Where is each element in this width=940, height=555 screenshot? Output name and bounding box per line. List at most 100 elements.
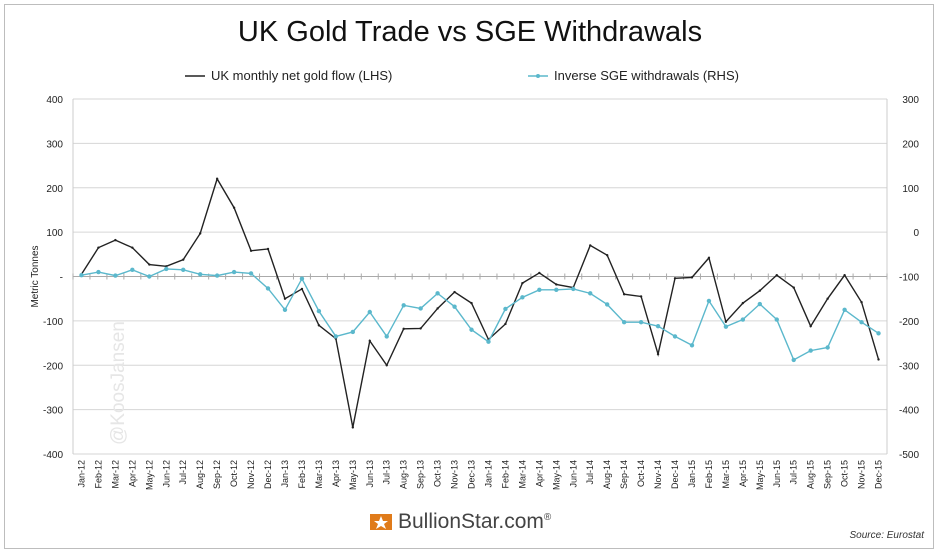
data-point [164, 266, 169, 272]
data-point [418, 306, 423, 311]
x-tick-label: Jun-14 [568, 460, 578, 488]
data-point [621, 320, 627, 325]
watermark: @KoosJansen [108, 321, 129, 445]
data-point [672, 334, 678, 339]
data-point [673, 277, 677, 280]
x-tick-label: Nov-14 [653, 460, 663, 489]
x-tick-label: May-15 [755, 460, 765, 490]
x-tick-label: Jul-13 [382, 460, 392, 485]
data-point [214, 273, 220, 278]
data-point [282, 307, 288, 312]
data-point [826, 297, 829, 300]
x-tick-label: Jan-12 [76, 460, 86, 488]
data-point [605, 254, 609, 257]
x-tick-label: Feb-12 [93, 460, 103, 489]
x-tick-label: Jul-12 [178, 460, 188, 485]
data-point [809, 325, 812, 328]
x-tick-label: Jun-13 [365, 460, 375, 488]
data-point [503, 306, 508, 312]
x-tick-label: Oct-12 [229, 460, 239, 487]
x-tick-label: Apr-13 [331, 460, 341, 487]
data-point [791, 357, 796, 363]
x-tick-label: Jan-15 [687, 460, 697, 488]
y-tick-left: -100 [43, 317, 63, 328]
legend-line-blue-icon [528, 73, 548, 78]
data-point [808, 348, 813, 353]
data-point [724, 320, 728, 323]
x-tick-label: Oct-14 [636, 460, 646, 487]
data-point [740, 317, 746, 322]
data-point [79, 272, 84, 278]
data-point [774, 317, 779, 322]
x-tick-label: Aug-13 [399, 460, 409, 489]
data-point [656, 352, 660, 356]
y-tick-left: 400 [46, 95, 63, 106]
x-tick-label: Jul-15 [789, 460, 799, 485]
y-tick-left: 200 [46, 184, 63, 195]
y-tick-right: 0 [913, 228, 919, 239]
data-point [877, 358, 880, 361]
y-tick-left: 300 [46, 139, 63, 150]
data-point [520, 295, 525, 300]
data-point [97, 246, 100, 249]
data-point [436, 307, 439, 310]
data-point [316, 308, 322, 314]
data-point [757, 301, 763, 307]
data-point [859, 320, 864, 325]
legend-label-sge: Inverse SGE withdrawals (RHS) [554, 68, 739, 83]
x-tick-label: Aug-12 [195, 460, 205, 489]
data-point [470, 301, 473, 305]
data-point [588, 291, 593, 296]
x-tick-label: Mar-13 [314, 460, 324, 489]
data-point [690, 276, 694, 279]
data-point [741, 301, 745, 305]
bullionstar-star-icon [370, 514, 392, 530]
x-tick-label: Sep-15 [823, 460, 833, 489]
y-axis-label: Metric Tonnes [30, 245, 41, 307]
data-point [299, 276, 305, 281]
data-point [248, 271, 254, 276]
data-point [265, 286, 271, 291]
x-tick-label: Sep-13 [416, 460, 426, 489]
y-tick-right: -400 [899, 406, 919, 417]
x-tick-label: Feb-15 [704, 460, 714, 489]
x-tick-label: Sep-12 [212, 460, 222, 489]
data-point [775, 273, 778, 277]
x-tick-label: Apr-12 [127, 460, 137, 487]
series-line-uk [80, 177, 880, 428]
data-point [384, 334, 389, 339]
y-tick-right: 300 [902, 95, 919, 106]
data-point [504, 322, 507, 326]
x-tick-label: Oct-13 [433, 460, 443, 487]
x-tick-label: Nov-15 [857, 460, 867, 489]
x-tick-label: Jun-15 [772, 460, 782, 488]
legend-label-uk: UK monthly net gold flow (LHS) [211, 68, 393, 83]
data-point [723, 324, 729, 329]
x-tick-label: Mar-12 [110, 460, 120, 489]
x-tick-label: Dec-14 [670, 460, 680, 489]
data-point [231, 269, 237, 275]
data-point [538, 271, 541, 275]
y-tick-right: -500 [899, 450, 919, 461]
data-point [181, 267, 186, 273]
data-point [368, 339, 371, 343]
data-point [707, 256, 711, 260]
data-point [131, 246, 134, 249]
data-point [215, 177, 219, 181]
x-tick-label: Oct-15 [840, 460, 850, 487]
data-point [486, 339, 491, 344]
x-tick-label: Jul-14 [585, 460, 595, 485]
data-point [130, 267, 135, 273]
source-note: Source: Eurostat [849, 530, 924, 541]
x-tick-label: Aug-15 [806, 460, 816, 489]
data-point [706, 298, 712, 304]
y-tick-left: -200 [43, 361, 63, 372]
data-point [351, 426, 355, 429]
data-point [876, 331, 881, 336]
data-point [367, 309, 372, 315]
data-point [402, 327, 405, 331]
x-tick-label: Mar-14 [517, 460, 527, 489]
data-point [198, 232, 202, 235]
y-tick-left: 100 [46, 228, 63, 239]
